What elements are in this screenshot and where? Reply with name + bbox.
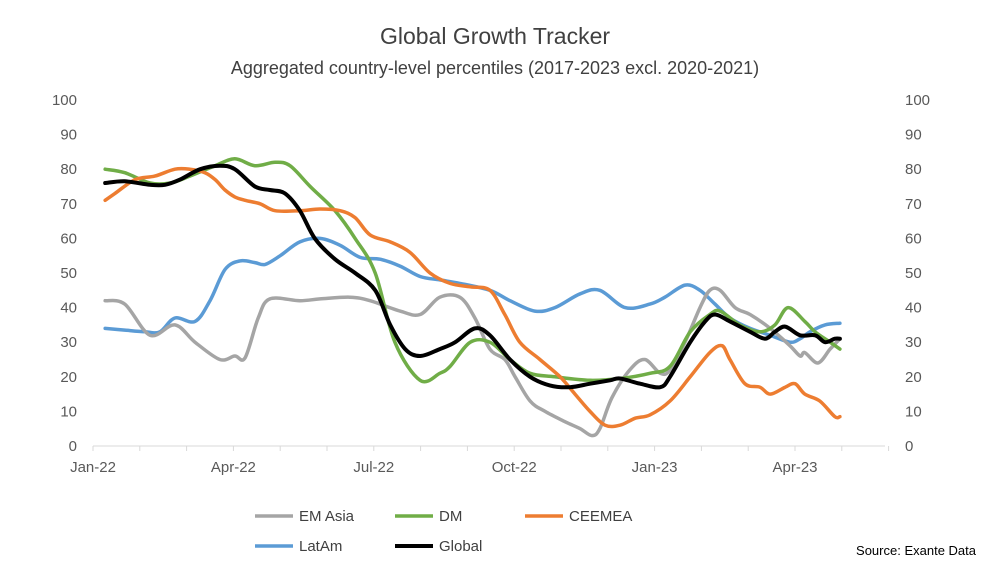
source-note: Source: Exante Data <box>856 543 977 558</box>
y-tick-left: 40 <box>60 300 77 317</box>
chart-title: Global Growth Tracker <box>380 23 610 49</box>
x-tick-label: Jan-23 <box>632 459 678 476</box>
y-axis-right: 0 10 20 30 40 50 60 70 80 90 100 <box>905 92 930 455</box>
legend-label: Global <box>439 538 482 555</box>
legend-label: LatAm <box>299 538 342 555</box>
y-tick-right: 80 <box>905 161 922 178</box>
legend-label: EM Asia <box>299 508 355 525</box>
y-tick-left: 50 <box>60 265 77 282</box>
series-lines <box>103 157 842 438</box>
series-line-dm <box>103 157 842 384</box>
y-tick-right: 60 <box>905 230 922 247</box>
y-tick-left: 10 <box>60 403 77 420</box>
chart-subtitle: Aggregated country-level percentiles (20… <box>231 58 759 78</box>
series-line-ceemea <box>103 166 842 429</box>
legend-label: CEEMEA <box>569 508 632 525</box>
legend: EM Asia DM CEEMEA LatAm Global <box>255 508 632 555</box>
y-tick-left: 0 <box>69 438 77 455</box>
legend-item-ceemea: CEEMEA <box>525 508 632 525</box>
y-tick-left: 100 <box>52 92 77 109</box>
legend-label: DM <box>439 508 462 525</box>
y-tick-right: 70 <box>905 196 922 213</box>
legend-item-dm: DM <box>395 508 462 525</box>
y-tick-right: 90 <box>905 127 922 144</box>
y-tick-left: 80 <box>60 161 77 178</box>
y-tick-right: 20 <box>905 369 922 386</box>
y-tick-right: 40 <box>905 300 922 317</box>
legend-item-em-asia: EM Asia <box>255 508 355 525</box>
x-tick-label: Jan-22 <box>70 459 116 476</box>
y-tick-left: 20 <box>60 369 77 386</box>
x-tick-label: Jul-22 <box>353 459 394 476</box>
y-tick-left: 60 <box>60 230 77 247</box>
y-tick-right: 10 <box>905 403 922 420</box>
x-tick-label: Oct-22 <box>492 459 537 476</box>
x-axis: Jan-22 Apr-22 Jul-22 Oct-22 Jan-23 Apr-23 <box>70 446 890 476</box>
series-line-em-asia <box>103 286 842 438</box>
y-tick-right: 30 <box>905 334 922 351</box>
y-tick-left: 30 <box>60 334 77 351</box>
y-tick-right: 50 <box>905 265 922 282</box>
series-line-latam <box>103 236 842 345</box>
y-axis-left: 0 10 20 30 40 50 60 70 80 90 100 <box>52 92 77 455</box>
legend-item-latam: LatAm <box>255 538 342 555</box>
y-tick-left: 70 <box>60 196 77 213</box>
series-line-global <box>103 163 842 390</box>
legend-item-global: Global <box>395 538 482 555</box>
x-tick-label: Apr-23 <box>772 459 817 476</box>
x-tick-label: Apr-22 <box>211 459 256 476</box>
y-tick-left: 90 <box>60 127 77 144</box>
y-tick-right: 0 <box>905 438 913 455</box>
y-tick-right: 100 <box>905 92 930 109</box>
